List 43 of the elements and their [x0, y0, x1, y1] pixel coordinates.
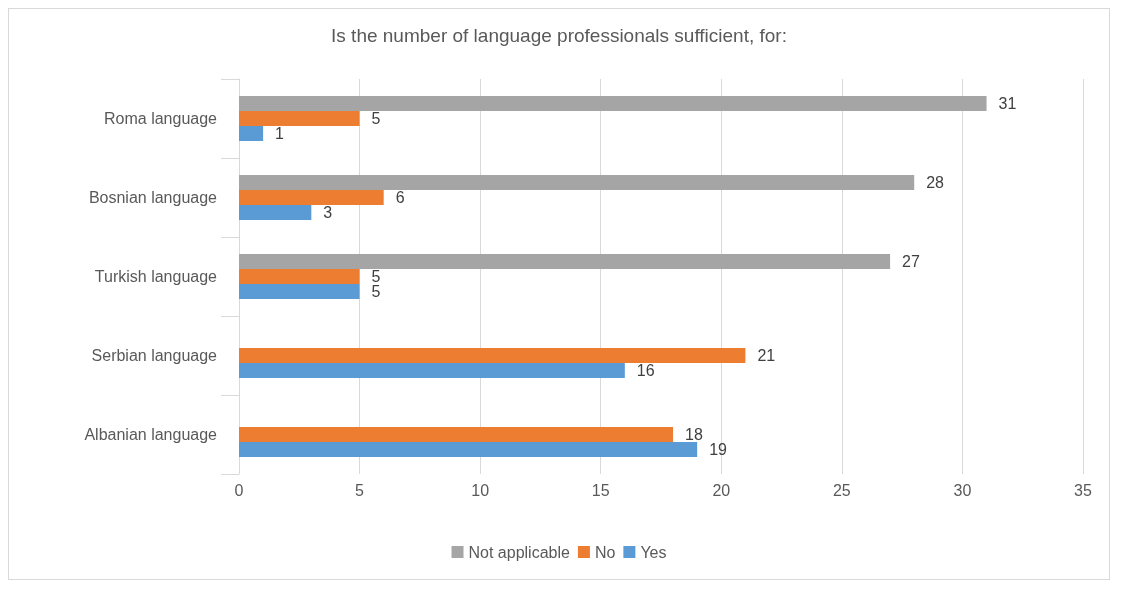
bar: [239, 205, 312, 220]
data-label: 5: [371, 283, 381, 300]
data-label: 31: [998, 95, 1017, 112]
data-label: 1: [275, 125, 285, 142]
y-tick-label: Albanian language: [84, 426, 218, 443]
legend-label: Not applicable: [468, 543, 571, 561]
y-tick-label: Turkish language: [94, 268, 218, 285]
bar: [239, 96, 987, 111]
x-tick-label: 0: [234, 481, 244, 499]
data-label: 5: [371, 110, 381, 127]
bar: [239, 175, 915, 190]
data-label: 18: [685, 426, 703, 443]
y-tick-label: Serbian language: [91, 347, 218, 364]
y-tick-label: Roma language: [104, 110, 218, 127]
x-tick-label: 20: [712, 481, 731, 499]
x-tick-label: 25: [832, 481, 851, 499]
legend-label: No: [594, 543, 616, 561]
chart-title: Is the number of language professionals sufficient, for:: [331, 25, 787, 46]
bar: [239, 269, 360, 284]
x-tick-label: 30: [953, 481, 972, 499]
data-label: 16: [636, 362, 655, 379]
x-tick-label: 35: [1074, 481, 1092, 499]
x-tick-label: 15: [591, 481, 610, 499]
x-tick-label: 5: [355, 481, 365, 499]
bar: [239, 190, 384, 205]
data-label: 6: [395, 189, 405, 206]
data-label: 28: [926, 174, 945, 191]
x-tick-label: 10: [471, 481, 490, 499]
bar: [239, 348, 746, 363]
bar: [239, 442, 698, 457]
data-label: 3: [323, 204, 333, 221]
y-tick-label: Bosnian language: [88, 189, 218, 206]
data-label: 21: [757, 347, 776, 364]
bar: [239, 284, 360, 299]
bar: [239, 363, 625, 378]
data-label: 19: [709, 441, 728, 458]
legend-label: Yes: [640, 543, 667, 561]
data-label: 27: [902, 253, 920, 270]
bar: [239, 427, 674, 442]
bar: [239, 254, 891, 269]
bar: [239, 126, 264, 141]
bar: [239, 111, 360, 126]
data-label: 5: [371, 268, 381, 285]
